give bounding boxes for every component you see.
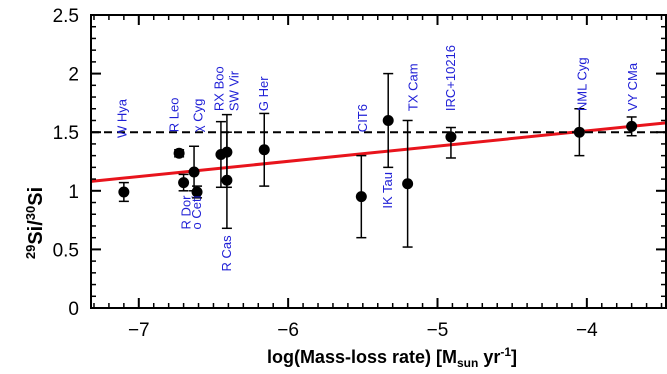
star-label: R Leo	[167, 97, 182, 132]
x-tick-label: −4	[576, 320, 598, 341]
star-labels-layer: W Hya R Leo χ Cyg RX Boo SW Vir G Her CIT6 TX C…	[114, 45, 640, 271]
fit-line	[90, 121, 667, 183]
data-point	[382, 114, 394, 126]
y-axis-title-end: Si	[25, 187, 47, 206]
y-axis-title: 29Si/30Si	[23, 187, 47, 259]
data-point	[573, 126, 585, 138]
star-label: SW Vir	[226, 70, 241, 111]
points-layer	[118, 114, 638, 203]
x-axis-title-superscript: -1	[500, 345, 511, 359]
y-axis-title-sup2: 30	[23, 206, 38, 220]
x-axis-title-subscript: sun	[457, 356, 478, 370]
data-point	[221, 174, 233, 186]
y-tick-label: 0	[68, 299, 79, 320]
star-label: CIT6	[355, 104, 370, 132]
star-label: W Hya	[114, 98, 129, 138]
x-tick-label: −7	[128, 320, 150, 341]
y-tick-label: 2	[68, 65, 79, 86]
data-point	[118, 186, 130, 198]
data-point	[355, 191, 367, 203]
y-axis-title-sup1: 29	[23, 245, 38, 259]
star-label: R Dor	[179, 195, 194, 230]
data-point	[173, 147, 185, 159]
y-tick-label: 2.5	[53, 6, 79, 27]
star-label: IK Tau	[380, 172, 395, 209]
y-tick-label: 1.5	[53, 123, 79, 144]
y-tick-label: 1	[68, 182, 79, 203]
x-tick-label: −5	[427, 320, 449, 341]
y-tick-label: 0.5	[53, 240, 79, 261]
star-label: TX Cam	[406, 63, 421, 111]
star-label: χ Cyg	[191, 99, 206, 133]
star-label: o Ceti	[189, 195, 204, 229]
data-point	[402, 178, 414, 190]
data-point	[221, 146, 233, 158]
x-axis-title-end: ]	[511, 347, 517, 367]
star-label: G Her	[256, 76, 271, 111]
fit-layer	[90, 121, 667, 183]
data-point	[258, 144, 270, 156]
data-point	[188, 166, 200, 178]
x-axis-title-main: log(Mass-loss rate) [M	[267, 347, 457, 367]
x-axis-title-tail: yr	[478, 347, 500, 367]
star-label: RX Boo	[211, 66, 226, 111]
star-label: R Cas	[219, 235, 234, 272]
star-label: IRC+10216	[443, 45, 458, 111]
x-tick-label: −6	[277, 320, 299, 341]
axes-layer: −7 −6 −5 −4 0 0.5 1 1.5 2 2.5	[53, 6, 667, 341]
data-point	[626, 120, 638, 132]
data-point	[191, 186, 203, 198]
x-axis-title: log(Mass-loss rate) [Msun yr-1]	[267, 345, 517, 370]
y-axis-title-mid: Si/	[25, 220, 47, 245]
star-label: VY CMa	[625, 62, 640, 111]
data-point	[178, 177, 190, 189]
data-point	[445, 131, 457, 143]
star-label: NML Cyg	[574, 57, 589, 111]
